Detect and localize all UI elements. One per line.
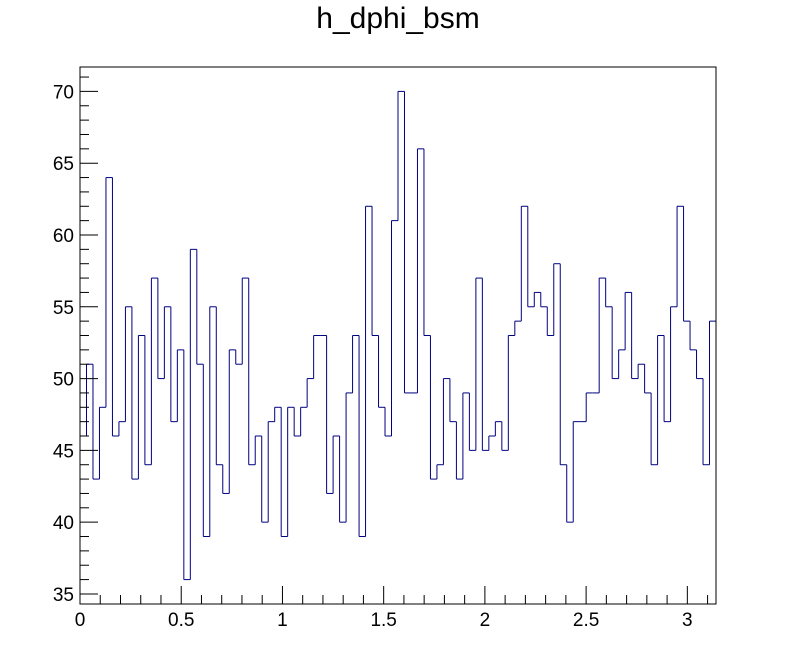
x-tick-label: 0 [75, 610, 86, 631]
x-tick-label: 0.5 [168, 610, 194, 631]
y-tick-label: 70 [53, 82, 74, 103]
chart-title: h_dphi_bsm [316, 2, 480, 35]
x-tick-label: 2 [480, 610, 491, 631]
axis-ticks [79, 76, 709, 604]
x-tick-label: 1.5 [370, 610, 396, 631]
y-tick-label: 65 [53, 154, 74, 175]
y-tick-label: 35 [53, 585, 74, 606]
y-tick-label: 40 [53, 513, 74, 534]
x-tick-label: 3 [682, 610, 693, 631]
y-tick-label: 45 [53, 441, 74, 462]
x-tick-label: 1 [277, 610, 288, 631]
y-tick-label: 55 [53, 298, 74, 319]
y-tick-label: 60 [53, 226, 74, 247]
axis-tick-labels: 0 0.5 1 1.5 2 2.5 3 35 40 45 50 55 60 65 70 [53, 82, 693, 631]
y-tick-label: 50 [53, 370, 74, 391]
x-tick-label: 2.5 [573, 610, 599, 631]
histogram-series [80, 90, 716, 581]
